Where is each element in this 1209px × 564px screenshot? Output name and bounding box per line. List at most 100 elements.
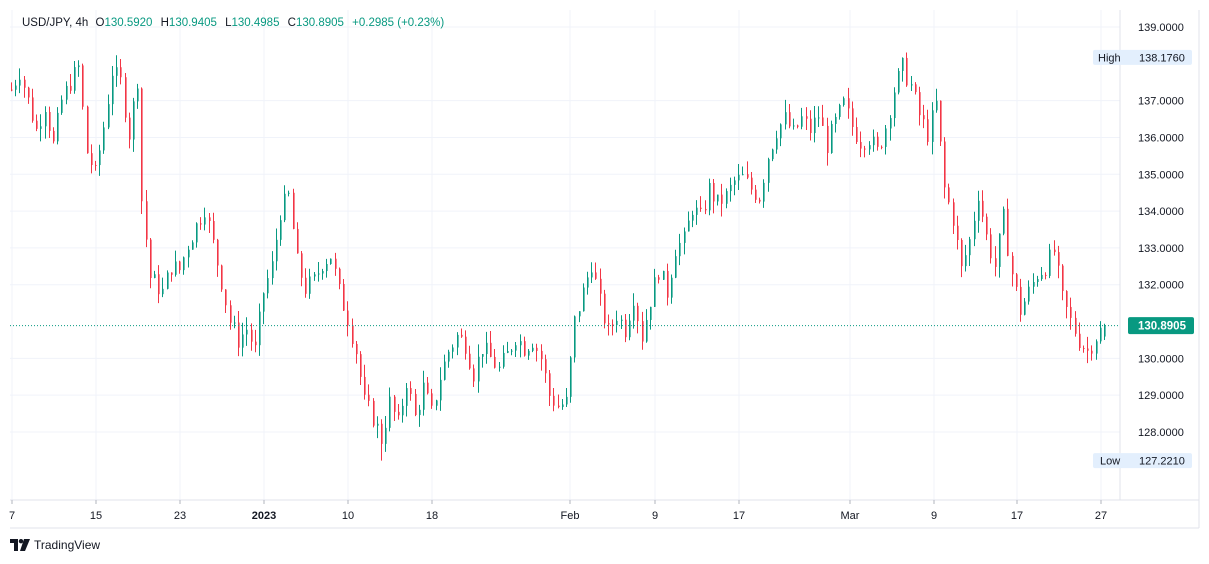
candle-body bbox=[221, 265, 223, 290]
candle-body bbox=[759, 199, 761, 202]
candle-body bbox=[78, 65, 80, 68]
candle-body bbox=[255, 341, 257, 346]
candle-body bbox=[1079, 333, 1081, 349]
candle-body bbox=[515, 345, 517, 351]
candle-body bbox=[309, 276, 311, 294]
candle-body bbox=[179, 261, 181, 271]
candle-body bbox=[667, 270, 669, 298]
candle-body bbox=[1058, 252, 1060, 266]
candle-body bbox=[566, 396, 568, 405]
candle-body bbox=[347, 310, 349, 326]
candle-body bbox=[604, 293, 606, 324]
candle-body bbox=[881, 146, 883, 148]
candle-body bbox=[902, 57, 904, 71]
candle-body bbox=[356, 343, 358, 355]
candle-body bbox=[721, 194, 723, 204]
candle-body bbox=[717, 194, 719, 202]
candle-body bbox=[940, 100, 942, 142]
candle-body bbox=[301, 253, 303, 278]
high-marker-label: High bbox=[1098, 52, 1121, 64]
candle-body bbox=[541, 350, 543, 360]
candle-body bbox=[877, 136, 879, 147]
candle-body bbox=[36, 120, 38, 129]
candle-body bbox=[549, 373, 551, 396]
candle-body bbox=[633, 305, 635, 321]
candle-body bbox=[486, 342, 488, 355]
time-axis-label: 9 bbox=[652, 510, 658, 522]
candle-body bbox=[679, 242, 681, 257]
candle-body bbox=[1096, 341, 1098, 354]
candle-body bbox=[608, 323, 610, 325]
price-axis-label: 136.0000 bbox=[1138, 132, 1184, 144]
time-axis-label: 10 bbox=[342, 510, 354, 522]
candle-body bbox=[503, 352, 505, 367]
candle-body bbox=[810, 118, 812, 134]
candle-body bbox=[251, 329, 253, 342]
low-marker-value: 127.2210 bbox=[1139, 456, 1185, 468]
candle-body bbox=[61, 99, 63, 113]
price-axis-label: 137.0000 bbox=[1138, 96, 1184, 108]
candle-body bbox=[869, 145, 871, 150]
candle-body bbox=[141, 88, 143, 202]
candle-body bbox=[1091, 350, 1093, 354]
candle-body bbox=[562, 404, 564, 408]
candle-body bbox=[705, 208, 707, 211]
candle-body bbox=[730, 184, 732, 192]
price-axis[interactable]: 139.0000 137.0000 136.0000 135.0000 134.0000… bbox=[1138, 22, 1184, 439]
candle-body bbox=[461, 334, 463, 337]
candle-body bbox=[1100, 327, 1102, 342]
candle-body bbox=[574, 316, 576, 358]
candle-body bbox=[162, 288, 164, 295]
candle-body bbox=[1016, 274, 1018, 287]
close-key: C bbox=[287, 17, 296, 29]
candle-body bbox=[11, 89, 13, 91]
candle-body bbox=[465, 336, 467, 354]
candle-body bbox=[982, 200, 984, 217]
candle-body bbox=[595, 272, 597, 279]
candle-body bbox=[103, 127, 105, 151]
tradingview-logo[interactable]: TradingView bbox=[10, 538, 100, 552]
tradingview-logo-icon bbox=[10, 539, 30, 551]
high-marker: High 138.1760 bbox=[1093, 49, 1192, 65]
last-price-tag: 130.8905 bbox=[1128, 317, 1194, 335]
candle-body bbox=[217, 239, 219, 266]
candle-body bbox=[629, 320, 631, 338]
candle-body bbox=[995, 258, 997, 267]
candle-body bbox=[915, 84, 917, 93]
candle-body bbox=[200, 223, 202, 225]
candle-body bbox=[860, 141, 862, 149]
candle-body bbox=[923, 115, 925, 120]
price-axis-label: 128.0000 bbox=[1138, 427, 1184, 439]
candle-body bbox=[957, 225, 959, 241]
candle-body bbox=[444, 361, 446, 380]
time-axis-label: 17 bbox=[733, 510, 745, 522]
candle-body bbox=[612, 324, 614, 326]
candle-body bbox=[129, 117, 131, 140]
candle-body bbox=[650, 306, 652, 320]
candle-body bbox=[188, 249, 190, 258]
time-axis[interactable]: 7 15 23 2023 10 18 Feb 9 17 Mar 9 17 27 bbox=[9, 500, 1107, 522]
candle-body bbox=[944, 141, 946, 188]
symbol-name: USD/JPY bbox=[22, 17, 70, 29]
candle-body bbox=[326, 264, 328, 272]
candle-body bbox=[763, 182, 765, 202]
candle-body bbox=[600, 278, 602, 294]
candle-body bbox=[642, 321, 644, 342]
symbol-title[interactable]: USD/JPY, 4h bbox=[22, 17, 89, 29]
candle-body bbox=[814, 117, 816, 134]
candle-body bbox=[772, 149, 774, 160]
candle-body bbox=[818, 117, 820, 119]
candle-body bbox=[755, 189, 757, 200]
price-axis-label: 130.0000 bbox=[1138, 353, 1184, 365]
tradingview-logo-text: TradingView bbox=[34, 538, 101, 552]
candle-body bbox=[1070, 306, 1072, 318]
candle-body bbox=[696, 207, 698, 215]
candle-body bbox=[507, 351, 509, 353]
low-value: 130.4985 bbox=[231, 17, 280, 29]
time-axis-label: Mar bbox=[841, 510, 860, 522]
candle-body bbox=[276, 239, 278, 262]
candle-body bbox=[389, 396, 391, 428]
candle-body bbox=[793, 125, 795, 127]
candle-body bbox=[927, 119, 929, 142]
